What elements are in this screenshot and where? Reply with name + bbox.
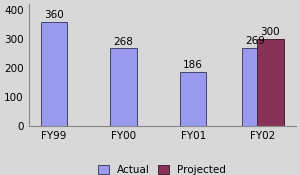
Bar [110, 48, 137, 126]
Text: 300: 300 [261, 27, 280, 37]
Text: 269: 269 [245, 36, 265, 46]
Text: 360: 360 [44, 10, 64, 20]
Bar [257, 39, 284, 126]
Bar [242, 48, 268, 126]
Text: 186: 186 [183, 60, 203, 70]
Bar [41, 22, 67, 126]
Legend: Actual, Projected: Actual, Projected [98, 165, 226, 175]
Text: 268: 268 [114, 37, 134, 47]
Bar [180, 72, 206, 126]
